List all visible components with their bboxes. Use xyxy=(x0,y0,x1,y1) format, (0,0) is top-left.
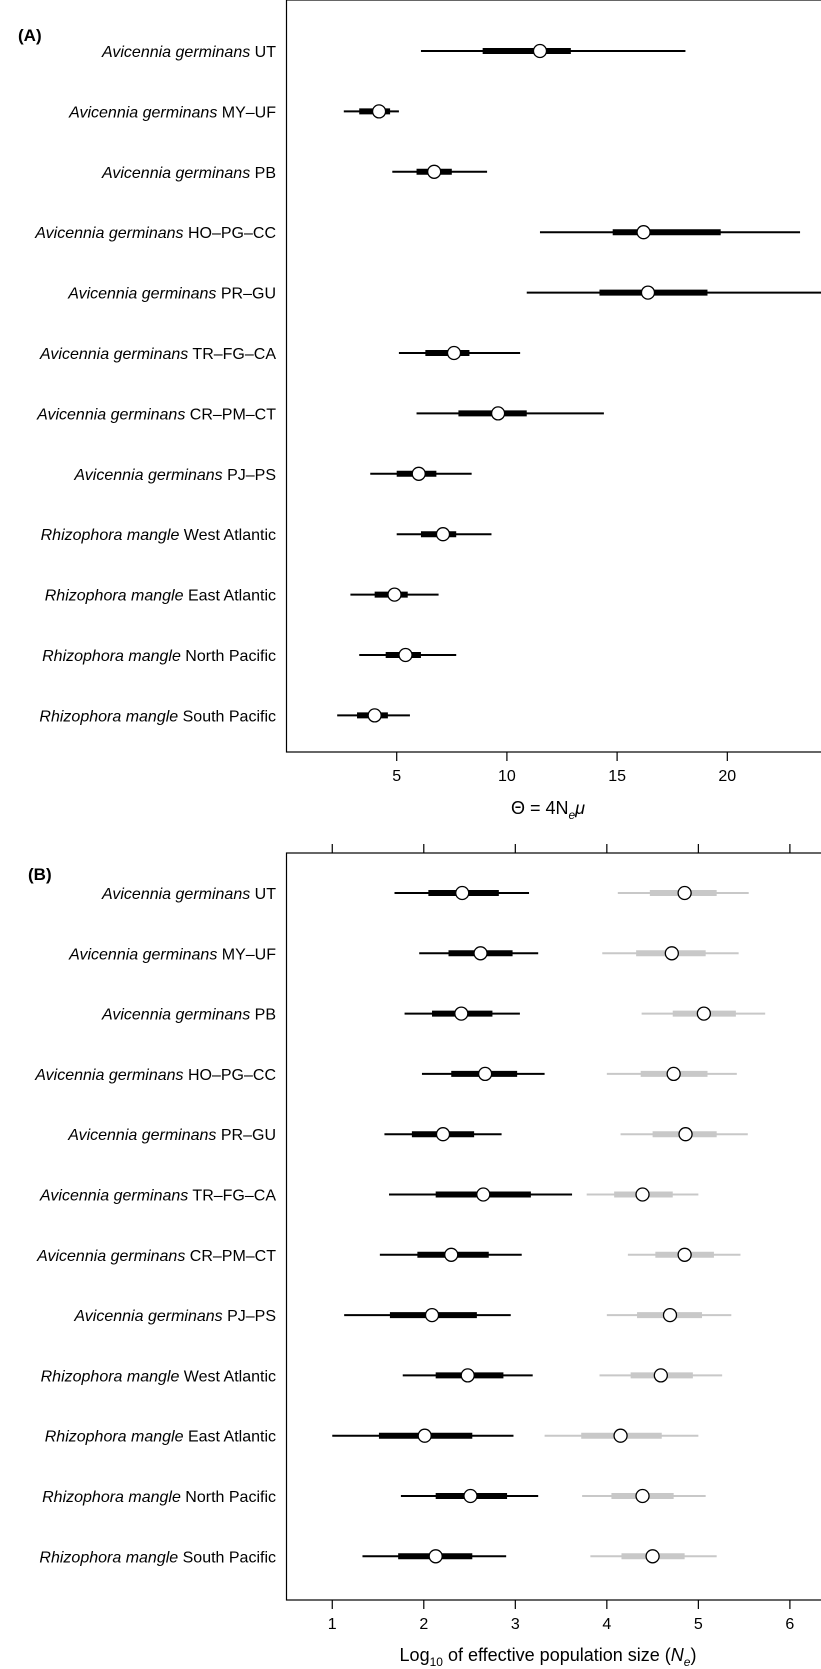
a-x-tick-label: 5 xyxy=(392,768,401,785)
b-series0-median-point xyxy=(424,1307,440,1323)
a-series0-median-point xyxy=(387,587,402,602)
a-series0-median-point xyxy=(640,285,656,300)
panel-a-plot-frame xyxy=(285,0,821,753)
panel-b-label: (B) xyxy=(28,865,52,884)
a-row-label: Avicennia germinans CR–PM–CT xyxy=(36,406,276,423)
b-row-label: Avicennia germinans PJ–PS xyxy=(73,1308,276,1325)
b-row-label: Avicennia germinans CR–PM–CT xyxy=(36,1248,276,1265)
b-series1-median-point xyxy=(678,1127,693,1142)
a-row-label: Rhizophora mangle North Pacific xyxy=(42,648,276,665)
a-row-label: Avicennia germinans PB xyxy=(101,165,276,182)
a-series0-median-point xyxy=(446,345,462,361)
b-series0-median-point xyxy=(417,1428,432,1443)
a-series0-median-point xyxy=(367,708,382,723)
b-row-label: Avicennia germinans MY–UF xyxy=(68,946,276,963)
panel-b-x-axis-label: Log10 of effective population size (Ne) xyxy=(400,1645,697,1669)
b-series1-median-point xyxy=(677,885,692,901)
b-x-tick-label: 3 xyxy=(511,1616,520,1633)
b-row-label: Rhizophora mangle West Atlantic xyxy=(41,1368,276,1385)
a-row-label: Avicennia germinans HO–PG–CC xyxy=(34,225,276,242)
b-row-label: Rhizophora mangle South Pacific xyxy=(39,1549,276,1566)
panel-b-plot-frame xyxy=(285,852,821,1601)
a-series0-median-point xyxy=(435,527,451,542)
b-series0-median-point xyxy=(460,1368,475,1383)
b-series1-median-point xyxy=(666,1066,681,1082)
b-row-label: Rhizophora mangle North Pacific xyxy=(42,1489,276,1506)
a-row-label: Avicennia germinans PR–GU xyxy=(67,286,276,303)
b-row-label: Avicennia germinans UT xyxy=(101,886,276,903)
b-row-label: Avicennia germinans PR–GU xyxy=(67,1127,276,1144)
b-series1-median-point xyxy=(645,1549,660,1564)
b-series0-median-point xyxy=(454,1006,469,1021)
panel-a: (A) Avicennia germinans UT Avicennia germ… xyxy=(18,0,821,822)
panel-a-x-axis-label: Θ = 4Neμ xyxy=(511,798,585,822)
b-series0-median-point xyxy=(435,1127,451,1142)
b-series1-median-point xyxy=(662,1307,678,1323)
a-row-label: Avicennia germinans PJ–PS xyxy=(73,467,276,484)
panel-a-label: (A) xyxy=(18,26,42,45)
a-row-label: Rhizophora mangle East Atlantic xyxy=(45,588,276,605)
b-series0-median-point xyxy=(463,1488,478,1504)
a-series0-median-point xyxy=(371,104,387,119)
b-x-tick-label: 6 xyxy=(785,1616,794,1633)
b-series1-median-point xyxy=(677,1247,692,1262)
b-x-tick-label: 2 xyxy=(419,1616,428,1633)
b-series0-median-point xyxy=(476,1187,491,1202)
a-series0-median-point xyxy=(490,406,506,421)
a-row-label: Rhizophora mangle West Atlantic xyxy=(41,527,276,544)
a-row-label: Avicennia germinans MY–UF xyxy=(68,104,276,121)
a-series0-median-point xyxy=(411,466,426,481)
a-x-tick-label: 15 xyxy=(608,768,626,785)
b-series0-median-point xyxy=(455,885,470,901)
b-series0-median-point xyxy=(477,1066,493,1082)
a-series0-median-point xyxy=(636,225,651,240)
a-row-label: Avicennia germinans TR–FG–CA xyxy=(39,346,276,363)
b-x-tick-label: 5 xyxy=(694,1616,703,1633)
b-series0-median-point xyxy=(428,1549,443,1564)
b-series1-median-point xyxy=(696,1006,712,1021)
b-x-tick-label: 1 xyxy=(328,1616,337,1633)
a-series0-median-point xyxy=(398,647,413,663)
a-row-label: Rhizophora mangle South Pacific xyxy=(39,708,276,725)
a-series0-median-point xyxy=(532,43,548,59)
a-series0-median-point xyxy=(427,164,442,179)
a-x-tick-label: 20 xyxy=(718,768,736,785)
b-row-label: Avicennia germinans TR–FG–CA xyxy=(39,1188,276,1205)
b-series1-median-point xyxy=(653,1368,668,1383)
b-x-tick-label: 4 xyxy=(602,1616,611,1633)
b-row-label: Avicennia germinans HO–PG–CC xyxy=(34,1067,276,1084)
b-row-label: Avicennia germinans PB xyxy=(101,1007,276,1024)
b-series1-median-point xyxy=(635,1488,650,1504)
a-x-tick-label: 10 xyxy=(498,768,516,785)
panel-b: (B) Avicennia germinans UT Avicennia germ… xyxy=(28,844,821,1669)
b-series1-median-point xyxy=(664,946,679,961)
a-row-label: Avicennia germinans UT xyxy=(101,44,276,61)
b-series1-median-point xyxy=(635,1187,650,1202)
b-series1-median-point xyxy=(613,1428,628,1443)
b-series0-median-point xyxy=(444,1247,459,1262)
b-series0-median-point xyxy=(473,946,488,961)
b-row-label: Rhizophora mangle East Atlantic xyxy=(45,1429,276,1446)
